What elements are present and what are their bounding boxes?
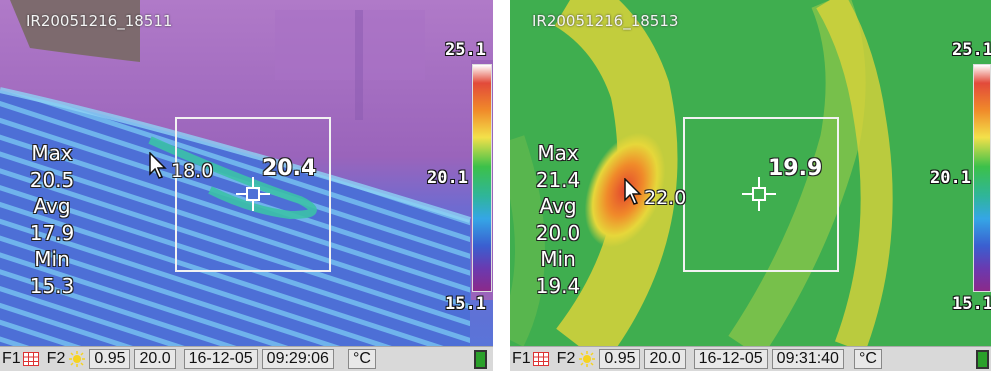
- status-bar: F1 F2 0.95 20.0 16-12-05 09:29:06 °C: [0, 346, 493, 371]
- min-label: Min: [540, 247, 576, 271]
- status-bar: F1 F2 0.95 20.0 16-12-05 09:31:40 °C: [510, 346, 991, 371]
- scale-min-label: 15.1: [445, 294, 486, 314]
- cursor-arrow-icon: [624, 178, 642, 205]
- scale-mid-label: 20.1: [930, 168, 971, 188]
- avg-label: Avg: [539, 194, 577, 218]
- min-value: 19.4: [535, 273, 581, 298]
- avg-value: 17.9: [29, 220, 75, 245]
- battery-icon: [976, 349, 989, 369]
- battery-icon: [474, 349, 487, 369]
- max-value: 20.5: [29, 167, 75, 192]
- cursor-arrow-icon: [149, 152, 167, 179]
- grid-icon: [532, 352, 549, 366]
- box-temperature: 19.9: [768, 156, 823, 181]
- scale-mid-label: 20.1: [427, 168, 468, 188]
- temperature-color-scale: [472, 64, 492, 292]
- f2-key[interactable]: F2: [556, 350, 576, 367]
- crosshair-icon: [742, 177, 776, 211]
- date-value: 16-12-05: [183, 349, 258, 369]
- min-label: Min: [34, 247, 70, 271]
- time-value: 09:29:06: [261, 349, 334, 369]
- avg-value: 20.0: [535, 220, 581, 245]
- box-temperature: 20.4: [262, 156, 317, 181]
- temperature-stats: Max 21.4 Avg 20.0 Min 19.4: [522, 140, 594, 299]
- spot-temperature: 18.0: [171, 160, 214, 182]
- time-value: 09:31:40: [771, 349, 844, 369]
- image-filename: IR20051216_18513: [532, 12, 679, 30]
- measurement-box[interactable]: [683, 117, 839, 272]
- scale-max-label: 25.1: [445, 40, 486, 60]
- unit-value: °C: [853, 349, 882, 369]
- f1-key[interactable]: F1: [2, 350, 21, 367]
- image-filename: IR20051216_18511: [26, 12, 173, 30]
- temperature-color-scale: [973, 64, 991, 292]
- date-value: 16-12-05: [693, 349, 768, 369]
- emissivity-value: 0.95: [89, 349, 131, 369]
- max-label: Max: [537, 141, 579, 165]
- scale-min-label: 15.1: [952, 294, 991, 314]
- unit-value: °C: [347, 349, 376, 369]
- min-value: 15.3: [29, 273, 75, 298]
- max-value: 21.4: [535, 167, 581, 192]
- sun-icon: [579, 351, 596, 367]
- emissivity-value: 0.95: [599, 349, 641, 369]
- thermal-view-left: IR20051216_18511 Max 20.5 Avg 17.9 Min 1…: [0, 0, 493, 371]
- crosshair-icon: [236, 177, 270, 211]
- f2-key[interactable]: F2: [46, 350, 66, 367]
- scale-max-label: 25.1: [952, 40, 991, 60]
- avg-label: Avg: [33, 194, 71, 218]
- grid-icon: [22, 352, 39, 366]
- reflected-temp-value: 20.0: [644, 349, 686, 369]
- max-label: Max: [31, 141, 73, 165]
- thermal-view-right: IR20051216_18513 Max 21.4 Avg 20.0 Min 1…: [510, 0, 991, 371]
- spot-temperature: 22.0: [644, 187, 687, 209]
- f1-key[interactable]: F1: [512, 350, 531, 367]
- reflected-temp-value: 20.0: [134, 349, 176, 369]
- measurement-box[interactable]: [175, 117, 331, 272]
- sun-icon: [69, 351, 86, 367]
- temperature-stats: Max 20.5 Avg 17.9 Min 15.3: [16, 140, 88, 299]
